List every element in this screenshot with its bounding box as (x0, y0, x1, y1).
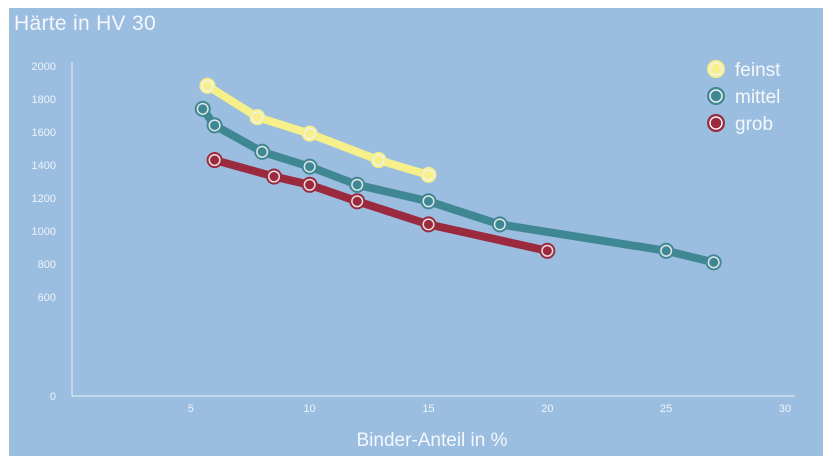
x-tick-label: 25 (660, 403, 672, 415)
marker-ring (707, 256, 720, 269)
data-point-mittel (194, 100, 211, 117)
data-point-grob (206, 152, 223, 169)
legend-item-grob: grob (707, 114, 773, 135)
tick-labels: 0 600 800 1000 1200 1400 1600 1800 2000 5 10 15 20 25… (32, 61, 792, 415)
data-point-mittel (658, 242, 675, 259)
x-tick-label: 15 (422, 403, 434, 415)
y-tick-label: 1400 (32, 160, 56, 172)
y-tick-label: 0 (50, 391, 56, 403)
y-tick-label: 800 (38, 259, 56, 271)
chart-title: Härte in HV 30 (14, 12, 156, 35)
marker-ring (251, 111, 264, 124)
series-markers (194, 77, 722, 271)
marker-ring (422, 195, 435, 208)
data-point-feinst (199, 77, 216, 94)
y-tick-label: 1000 (32, 226, 56, 238)
marker-ring (196, 102, 209, 115)
data-point-mittel (420, 193, 437, 210)
y-tick-label: 1800 (32, 94, 56, 106)
legend-swatch-ring (709, 62, 723, 76)
legend-swatch-ring (709, 89, 723, 103)
marker-ring (201, 79, 214, 92)
data-point-mittel (491, 216, 508, 233)
legend-label: feinst (735, 60, 781, 81)
x-tick-label: 20 (541, 403, 553, 415)
marker-ring (422, 218, 435, 231)
marker-ring (351, 195, 364, 208)
data-point-feinst (370, 152, 387, 169)
legend-swatch-ring (709, 116, 723, 130)
marker-ring (267, 170, 281, 183)
x-tick-label: 5 (188, 403, 194, 415)
marker-ring (422, 168, 435, 181)
chart-panel (9, 8, 823, 456)
marker-ring (256, 145, 269, 158)
axes (71, 62, 795, 397)
marker-ring (541, 244, 554, 257)
marker-ring (660, 244, 673, 257)
data-point-grob (301, 176, 318, 193)
y-tick-label: 2000 (32, 61, 56, 73)
y-tick-label: 600 (38, 292, 56, 304)
x-tick-label: 30 (779, 403, 791, 415)
data-point-grob (539, 242, 556, 259)
data-point-mittel (254, 143, 271, 160)
data-point-feinst (420, 166, 437, 183)
data-point-mittel (349, 176, 366, 193)
x-axis-label: Binder-Anteil in % (356, 430, 507, 451)
marker-ring (208, 119, 221, 132)
marker-ring (351, 178, 364, 191)
y-tick-label: 1200 (32, 193, 56, 205)
marker-ring (372, 154, 385, 167)
data-point-grob (349, 193, 366, 210)
legend-label: mittel (735, 87, 780, 108)
data-point-grob (420, 216, 437, 233)
marker-ring (303, 160, 316, 173)
series-line-feinst (203, 81, 433, 179)
marker-ring (303, 127, 316, 140)
data-point-mittel (705, 254, 722, 271)
data-point-feinst (301, 125, 318, 142)
data-point-mittel (301, 158, 318, 175)
legend: feinst mittel grob (707, 60, 781, 135)
data-point-mittel (206, 117, 223, 134)
series-line-mittel (198, 104, 718, 267)
y-tick-label: 1600 (32, 127, 56, 139)
marker-ring (493, 218, 506, 231)
x-tick-label: 10 (304, 403, 316, 415)
marker-ring (303, 178, 316, 191)
legend-label: grob (735, 114, 773, 135)
data-point-grob (266, 168, 283, 185)
legend-item-feinst: feinst (707, 60, 781, 81)
marker-ring (208, 154, 221, 167)
series-line-grob (210, 156, 552, 255)
legend-item-mittel: mittel (707, 87, 780, 108)
data-point-feinst (249, 109, 266, 126)
